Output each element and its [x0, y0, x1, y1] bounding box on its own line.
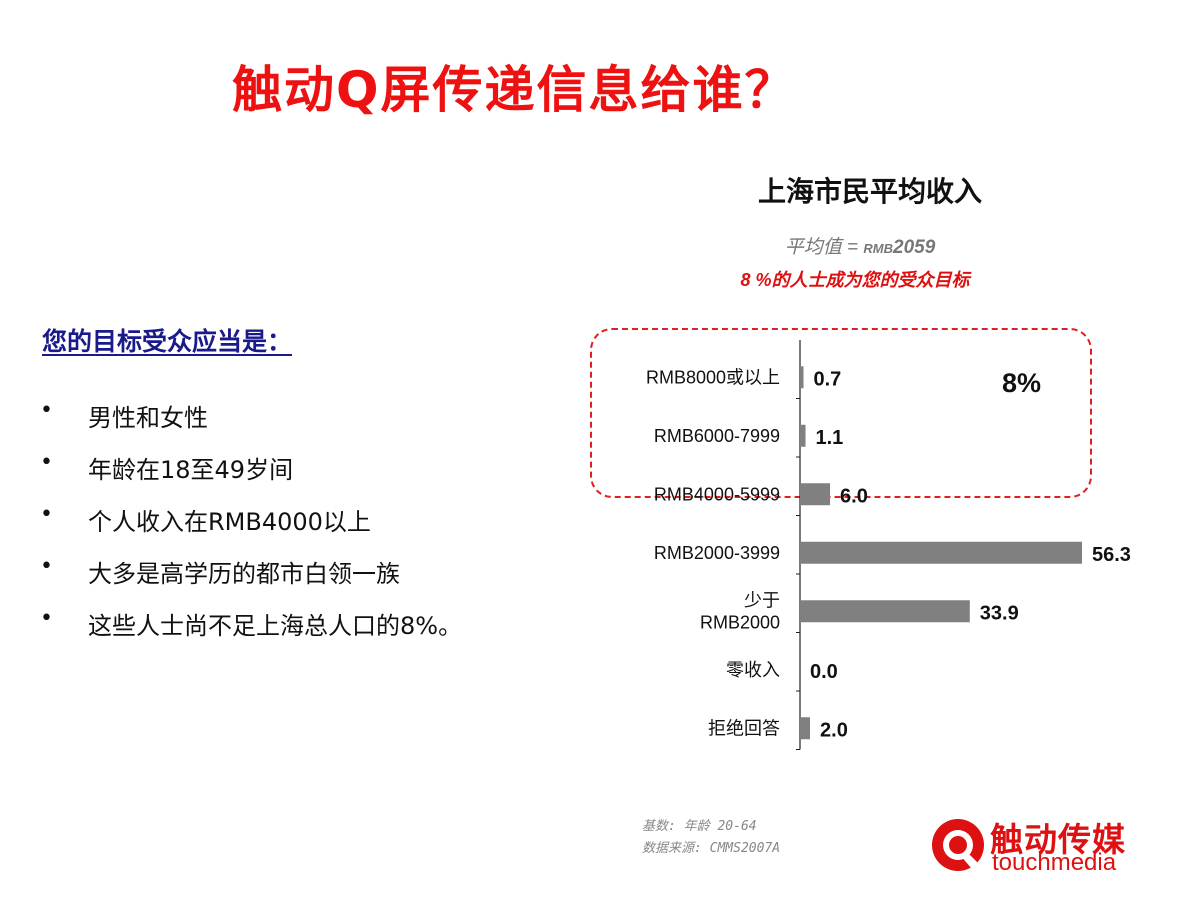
bullet-icon: • [40, 554, 53, 579]
category-label: RMB4000-5999 [654, 484, 780, 504]
highlight-percent-label: 8% [1002, 368, 1042, 398]
average-label: 平均值 [784, 237, 842, 258]
logo-english-text: touchmedia [992, 849, 1117, 876]
audience-heading: 您的目标受众应当是： [42, 327, 293, 356]
bullet-icon: • [40, 606, 53, 631]
bar [800, 600, 970, 623]
category-label: RMB2000 [700, 612, 780, 632]
base-note: 基数: 年龄 20-64 [642, 819, 757, 834]
data-label: 0.7 [814, 368, 842, 390]
category-label: RMB2000-3999 [654, 543, 780, 563]
page-title: 触动Q屏传递信息给谁？ [232, 61, 797, 119]
data-label: 0.0 [810, 661, 838, 683]
list-item-text: 这些人士尚不足上海总人口的8%。 [88, 612, 463, 640]
data-label: 1.1 [816, 427, 844, 449]
category-label: 零收入 [726, 660, 780, 680]
list-item-text: 个人收入在RMB4000以上 [88, 508, 371, 536]
bar [800, 366, 804, 389]
bullet-icon: • [40, 502, 53, 527]
data-label: 56.3 [1092, 544, 1131, 566]
average-income-note: 平均值 = RMB2059 [700, 232, 1020, 259]
bullet-icon: • [40, 398, 53, 423]
category-label: RMB8000或以上 [646, 367, 780, 387]
bar [800, 541, 1082, 564]
list-item: • 男性和女性 [40, 398, 462, 450]
list-item: • 个人收入在RMB4000以上 [40, 502, 462, 554]
bar [800, 424, 806, 447]
category-label: RMB6000-7999 [654, 426, 780, 446]
data-label: 2.0 [820, 719, 848, 741]
data-label: 6.0 [840, 485, 868, 507]
list-item: • 大多是高学历的都市白领一族 [40, 554, 462, 606]
chart-title: 上海市民平均收入 [757, 175, 982, 208]
list-item-text: 男性和女性 [88, 404, 208, 432]
bullet-icon: • [40, 450, 53, 475]
average-value: 2059 [893, 237, 936, 258]
touchmedia-logo: 触动传媒 touchmedia [928, 815, 1158, 876]
logo-chinese-text: 触动传媒 [990, 820, 1126, 859]
category-label: 少于 [744, 590, 780, 610]
target-audience-note: 8 %的人士成为您的受众目标 [740, 270, 970, 290]
average-currency: RMB [863, 241, 893, 256]
list-item: • 这些人士尚不足上海总人口的8%。 [40, 606, 462, 658]
bar [800, 483, 831, 506]
list-item-text: 大多是高学历的都市白领一族 [88, 560, 400, 588]
category-label: 拒绝回答 [708, 718, 780, 738]
list-item-text: 年龄在18至49岁间 [88, 456, 294, 484]
bar [800, 717, 811, 740]
data-label: 33.9 [980, 602, 1019, 624]
highlight-box [590, 328, 1092, 498]
logo-mark-icon [932, 819, 984, 871]
source-note: 数据来源: CMMS2007A [642, 841, 781, 856]
list-item: • 年龄在18至49岁间 [40, 450, 462, 502]
audience-list: • 男性和女性 • 年龄在18至49岁间 • 个人收入在RMB4000以上 • 大多是高… [40, 398, 462, 658]
average-equals: = [847, 237, 864, 258]
